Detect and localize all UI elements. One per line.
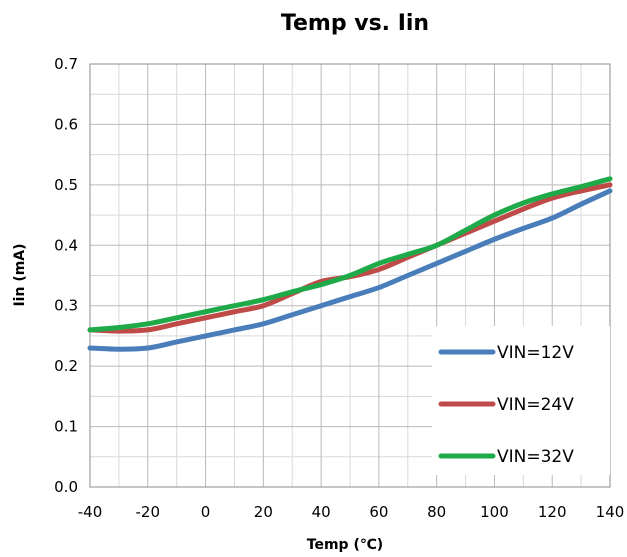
y-axis-title: Iin (mA) [12, 243, 28, 306]
chart-title: Temp vs. Iin [281, 11, 429, 36]
x-tick-label: -20 [136, 503, 161, 521]
x-tick-label: 120 [538, 503, 567, 521]
y-tick-label: 0.4 [54, 236, 78, 254]
y-tick-label: 0.6 [54, 115, 78, 133]
legend-label-1: VIN=12V [497, 343, 574, 363]
y-tick-label: 0.5 [54, 176, 78, 194]
legend-label-3: VIN=32V [497, 447, 574, 467]
series-line-1 [87, 188, 613, 352]
x-tick-label: 40 [312, 503, 331, 521]
x-tick-label: 80 [427, 503, 446, 521]
y-tick-label: 0.2 [54, 357, 78, 375]
y-tick-label: 0.3 [54, 297, 78, 315]
y-tick-label: 0.7 [54, 55, 78, 73]
x-tick-label: 60 [369, 503, 388, 521]
plot-border [89, 63, 611, 488]
x-axis-ticks: -40 -20 0 20 40 60 80 100 120 140 [78, 503, 625, 521]
x-tick-label: -40 [78, 503, 103, 521]
legend: VIN=12V VIN=24V VIN=32V [432, 326, 610, 475]
y-axis-ticks: 0.0 0.1 0.2 0.3 0.4 0.5 0.6 0.7 [54, 55, 78, 496]
x-axis-title: Temp (℃) [307, 537, 383, 553]
x-tick-label: 100 [480, 503, 509, 521]
y-tick-label: 0.1 [54, 418, 78, 436]
x-tick-label: 20 [254, 503, 273, 521]
plot-area [89, 63, 611, 488]
x-tick-label: 0 [201, 503, 211, 521]
series-line-3 [87, 176, 613, 333]
legend-label-2: VIN=24V [497, 395, 574, 415]
series-lines [87, 176, 613, 352]
y-tick-label: 0.0 [54, 478, 78, 496]
x-tick-label: 140 [596, 503, 625, 521]
